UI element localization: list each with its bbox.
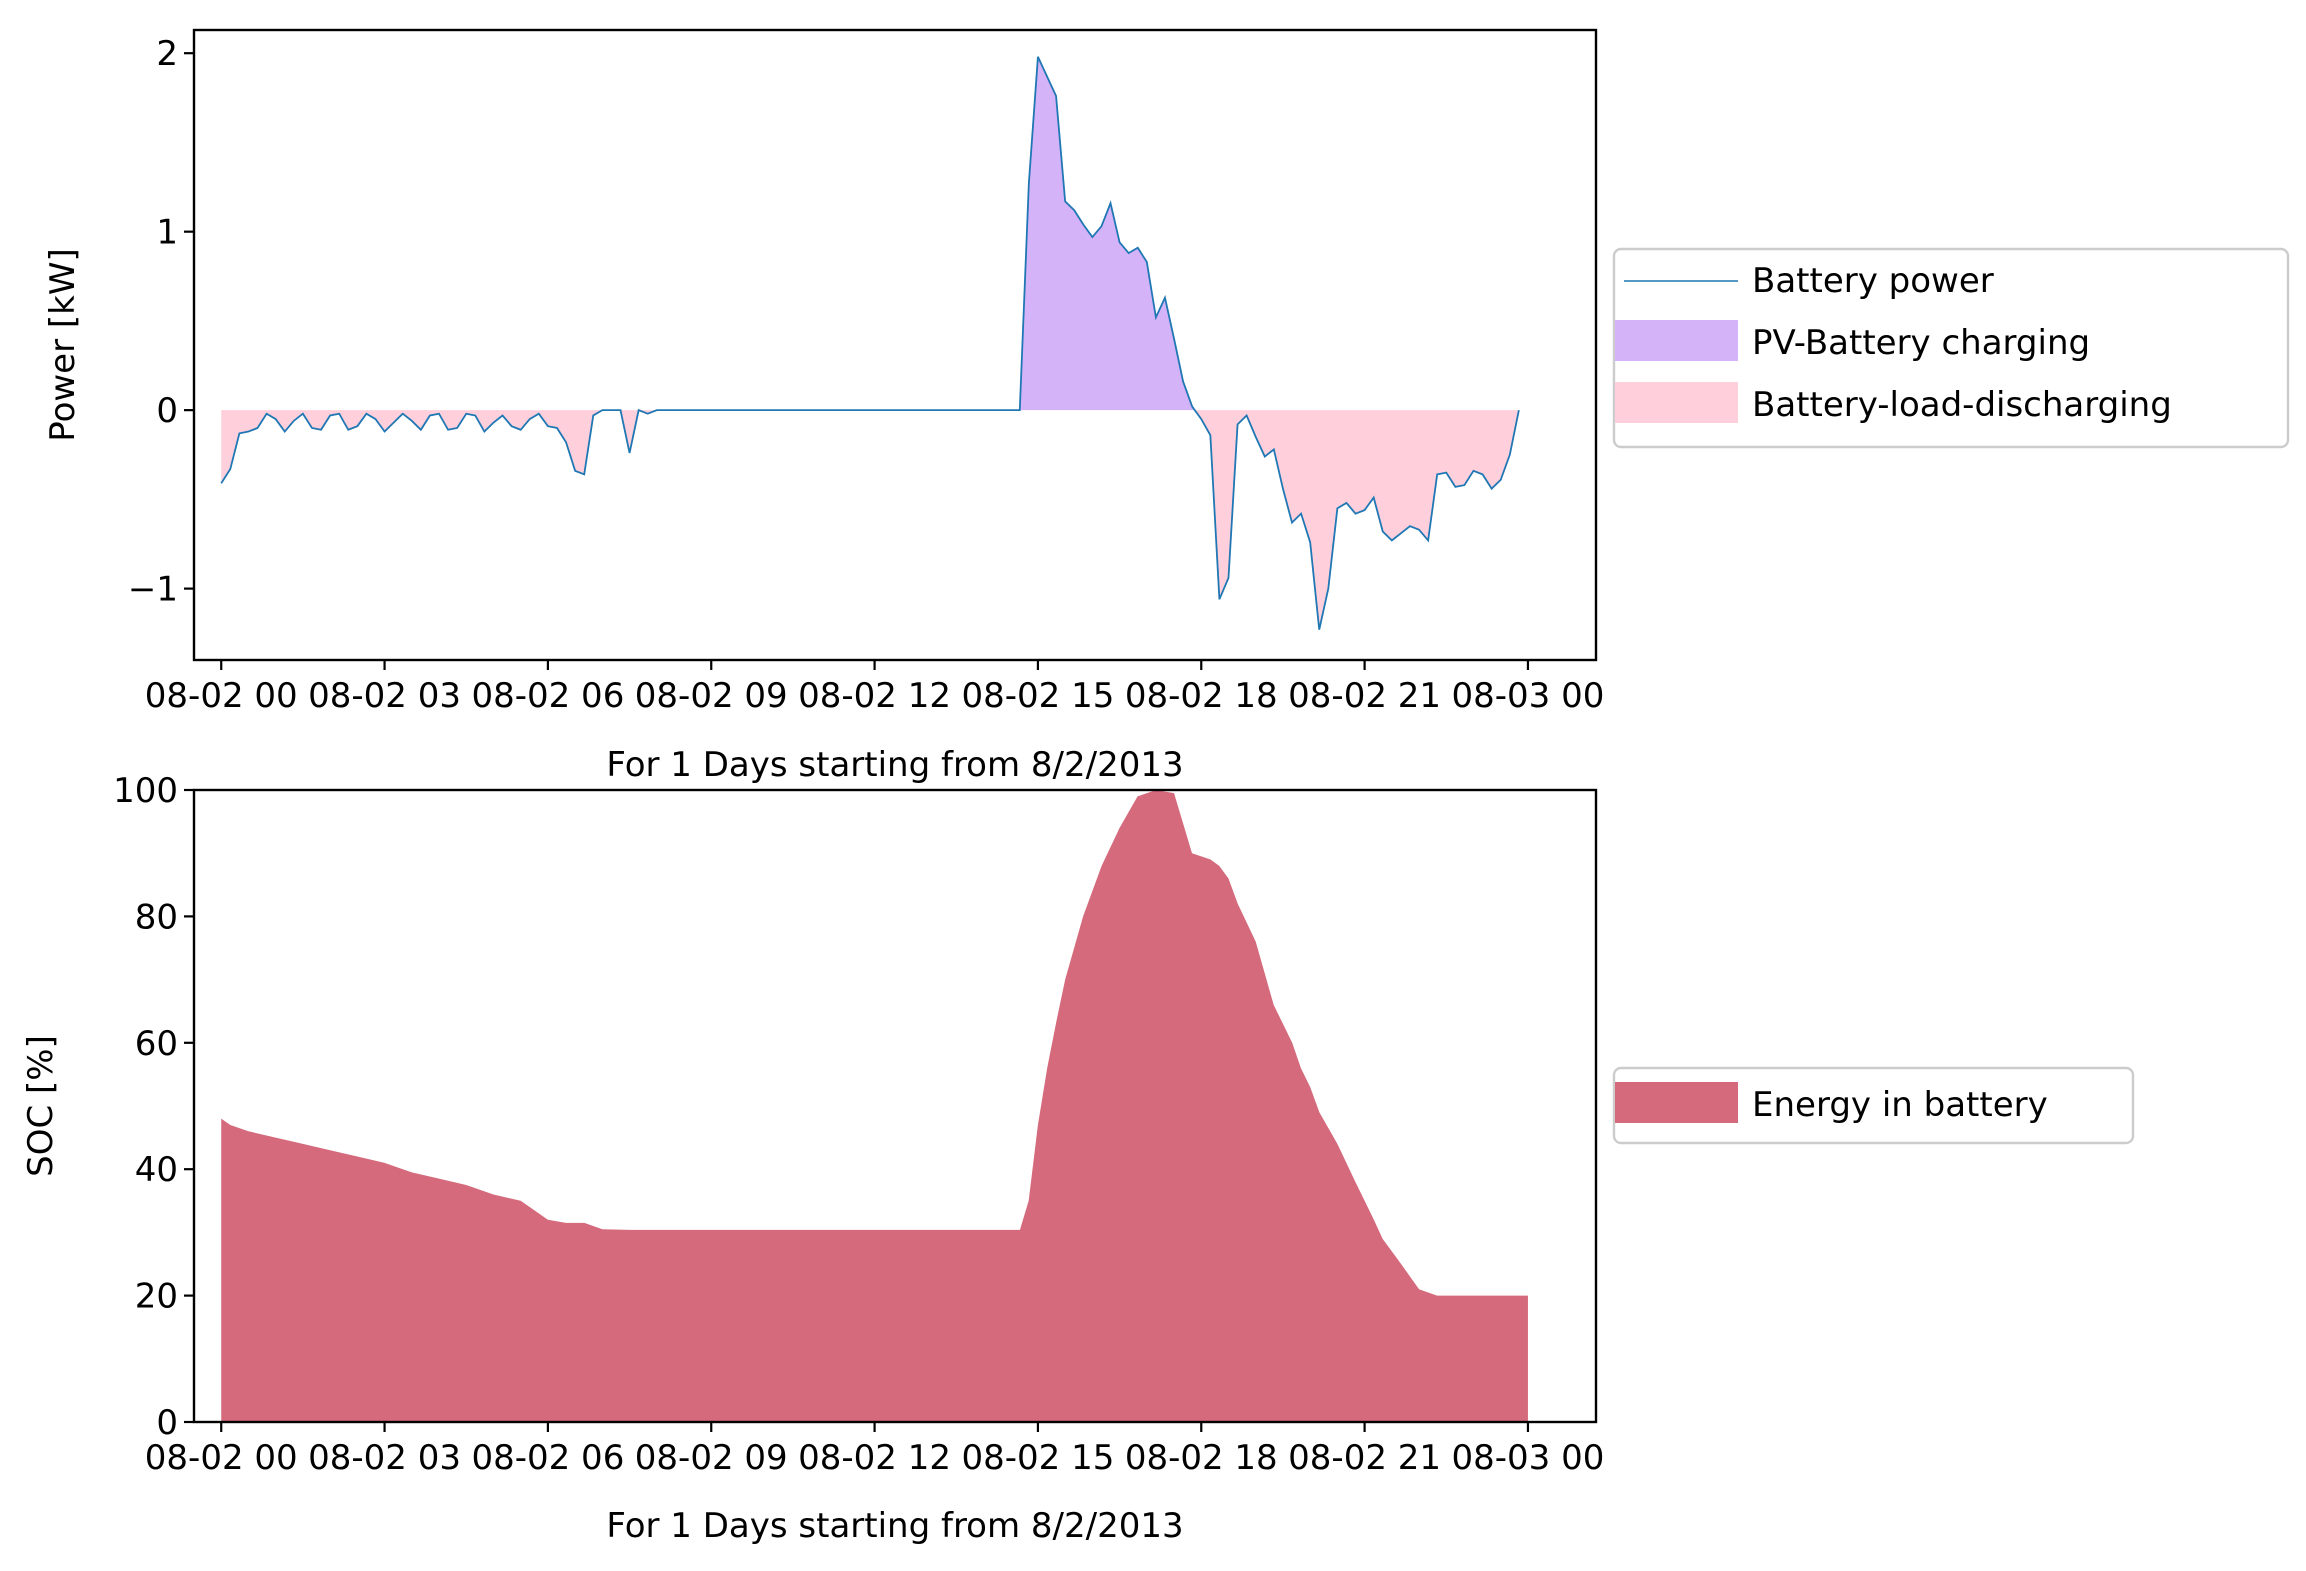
p2-y-tick-label: 60 [135, 1024, 178, 1064]
p2-y-tick-label: 0 [156, 1403, 178, 1443]
p1-x-tick-label: 08-02 12 [798, 676, 951, 716]
soc-y-ticks: 100 80 60 40 20 0 [113, 771, 194, 1443]
power-x-ticks: 08-02 00 08-02 03 08-02 06 08-02 09 08-02 12… [145, 660, 1605, 716]
legend-swatch-energy [1615, 1082, 1738, 1123]
soc-plot-area [221, 790, 1528, 1422]
p1-x-tick-label: 08-02 18 [1125, 676, 1278, 716]
p2-x-tick-label: 08-02 15 [961, 1438, 1114, 1478]
charging-area [221, 56, 1528, 411]
p2-x-tick-label: 08-02 06 [471, 1438, 624, 1478]
p1-y-tick-label: −1 [128, 570, 178, 610]
power-y-axis-label: Power [kW] [43, 248, 83, 441]
soc-legend: Energy in battery [1612, 1066, 2135, 1145]
p2-y-tick-label: 80 [135, 897, 178, 937]
p2-x-tick-label: 08-02 12 [798, 1438, 951, 1478]
legend-label-battery-power: Battery power [1752, 261, 1994, 301]
p2-x-tick-label: 08-02 18 [1125, 1438, 1278, 1478]
power-legend: Battery power PV-Battery charging Batter… [1612, 247, 2290, 449]
p2-y-tick-label: 100 [113, 771, 178, 811]
p1-x-tick-label: 08-02 00 [145, 676, 298, 716]
p2-y-tick-label: 40 [135, 1150, 178, 1190]
power-plot-area [220, 56, 1528, 630]
soc-y-axis-label: SOC [%] [21, 1035, 61, 1177]
p1-y-tick-label: 0 [156, 391, 178, 431]
p2-x-tick-label: 08-02 00 [145, 1438, 298, 1478]
power-chart: 210−1 08-02 00 08-02 03 08-02 06 08-02 09 08… [43, 28, 2290, 785]
energy-in-battery-area [221, 790, 1528, 1422]
power-axes-frame [192, 28, 1598, 662]
p2-x-tick-label: 08-02 09 [635, 1438, 788, 1478]
legend-label-charging: PV-Battery charging [1752, 323, 2090, 363]
p2-x-tick-label: 08-02 03 [308, 1438, 461, 1478]
p1-y-tick-label: 1 [156, 213, 178, 253]
p2-x-tick-label: 08-02 21 [1288, 1438, 1441, 1478]
soc-x-ticks: 08-02 00 08-02 03 08-02 06 08-02 09 08-02 12… [145, 1422, 1605, 1478]
p2-x-tick-label: 08-03 00 [1452, 1438, 1605, 1478]
battery-power-line [220, 56, 1520, 630]
p1-x-tick-label: 08-02 15 [961, 676, 1114, 716]
legend-label-energy: Energy in battery [1752, 1085, 2048, 1125]
p1-x-tick-label: 08-02 09 [635, 676, 788, 716]
p1-y-tick-label: 2 [156, 34, 178, 74]
power-y-ticks: 2 1 0 −1 [128, 34, 194, 610]
discharging-area [221, 410, 1528, 630]
legend-swatch-discharging [1615, 382, 1738, 423]
soc-x-axis-label: For 1 Days starting from 8/2/2013 [606, 1506, 1183, 1546]
legend-swatch-charging [1615, 320, 1738, 361]
p1-x-tick-label: 08-02 06 [471, 676, 624, 716]
legend-label-discharging: Battery-load-discharging [1752, 385, 2172, 425]
soc-legend-box [1612, 1066, 2135, 1145]
p1-x-tick-label: 08-02 03 [308, 676, 461, 716]
power-x-axis-label: For 1 Days starting from 8/2/2013 [606, 745, 1183, 785]
soc-axes-frame [192, 788, 1598, 1424]
p1-x-tick-label: 08-02 21 [1288, 676, 1441, 716]
p2-y-tick-label: 20 [135, 1277, 178, 1317]
p1-x-tick-label: 08-03 00 [1452, 676, 1605, 716]
power-legend-box [1612, 247, 2290, 449]
